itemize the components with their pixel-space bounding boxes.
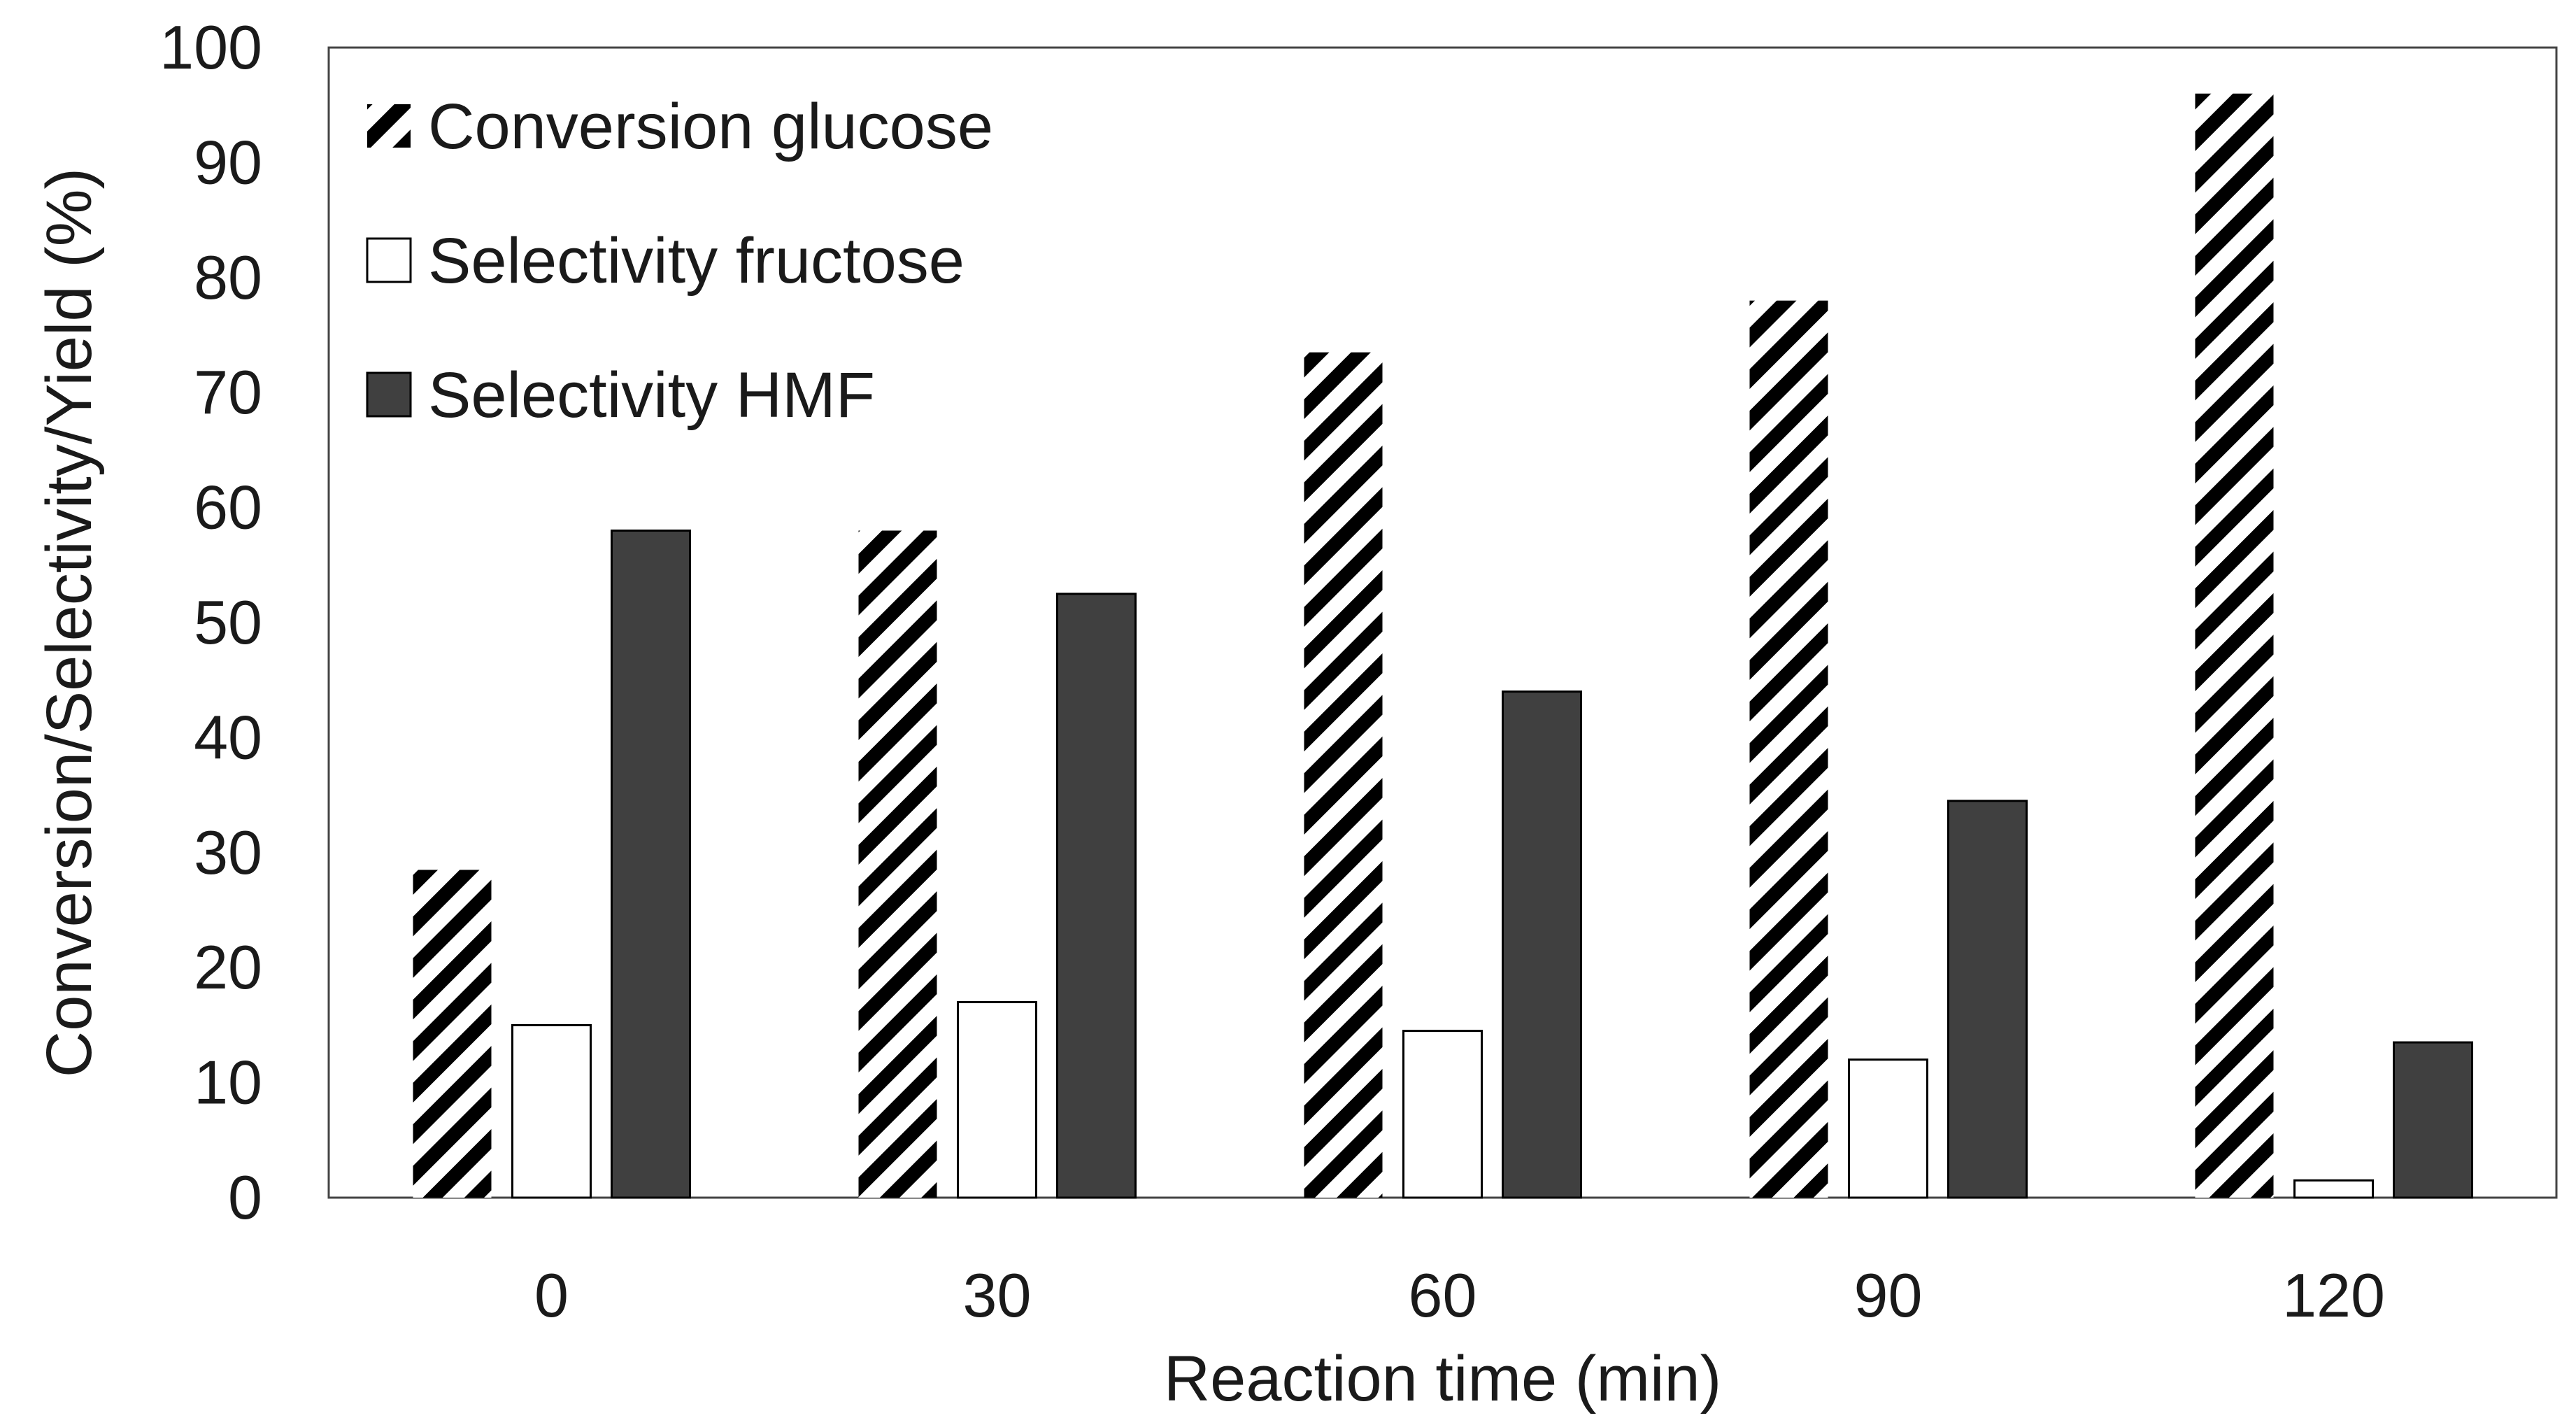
legend-swatch	[366, 371, 412, 418]
y-tick-label: 80	[194, 243, 262, 312]
bar-conversion-glucose	[858, 530, 937, 1198]
bars	[413, 93, 2473, 1199]
bar-conversion-glucose	[2195, 93, 2274, 1198]
x-axis-title: Reaction time (min)	[1164, 1343, 1722, 1415]
y-tick-label: 30	[194, 818, 262, 887]
bar-selectivity-hmf	[611, 529, 691, 1199]
bar-selectivity-fructose	[2293, 1179, 2374, 1199]
y-tick-label: 20	[194, 933, 262, 1002]
y-tick-label: 0	[228, 1163, 262, 1232]
y-tick-label: 100	[159, 13, 262, 82]
y-tick-label: 40	[194, 702, 262, 772]
bar-selectivity-fructose	[511, 1023, 592, 1199]
bar-selectivity-fructose	[1402, 1030, 1483, 1199]
bar-conversion-glucose	[1304, 352, 1383, 1198]
x-axis-ticks: 0 30 60 90 120	[534, 1261, 2385, 1330]
bar-selectivity-fructose	[1848, 1058, 1928, 1199]
bar-selectivity-hmf	[1056, 593, 1137, 1199]
bar-selectivity-hmf	[1947, 800, 2028, 1199]
legend: Conversion glucose Selectivity fructose Se…	[366, 91, 993, 431]
legend-item: Conversion glucose	[367, 91, 993, 162]
legend-label: Selectivity fructose	[428, 225, 965, 297]
x-tick-label: 60	[1409, 1261, 1477, 1330]
bar-selectivity-hmf	[1502, 690, 1582, 1199]
y-axis-title: Conversion/Selectivity/Yield (%)	[34, 168, 105, 1077]
legend-item: Selectivity HMF	[366, 360, 875, 431]
bar-conversion-glucose	[413, 870, 492, 1198]
y-tick-label: 10	[194, 1048, 262, 1117]
bar-selectivity-hmf	[2393, 1041, 2473, 1199]
legend-swatch	[366, 237, 412, 283]
y-tick-label: 60	[194, 473, 262, 542]
y-tick-label: 70	[194, 357, 262, 427]
legend-swatch	[367, 104, 411, 148]
x-tick-label: 90	[1854, 1261, 1923, 1330]
y-tick-label: 50	[194, 588, 262, 657]
bar-conversion-glucose	[1749, 300, 1828, 1198]
y-axis-ticks: 0 10 20 30 40 50 60 70 80 90 100	[159, 13, 262, 1232]
x-tick-label: 30	[963, 1261, 1032, 1330]
legend-label: Conversion glucose	[428, 91, 993, 162]
legend-label: Selectivity HMF	[428, 360, 875, 431]
x-tick-label: 0	[534, 1261, 569, 1330]
legend-item: Selectivity fructose	[366, 225, 965, 297]
bar-selectivity-fructose	[957, 1001, 1037, 1199]
y-tick-label: 90	[194, 127, 262, 197]
x-tick-label: 120	[2282, 1261, 2385, 1330]
